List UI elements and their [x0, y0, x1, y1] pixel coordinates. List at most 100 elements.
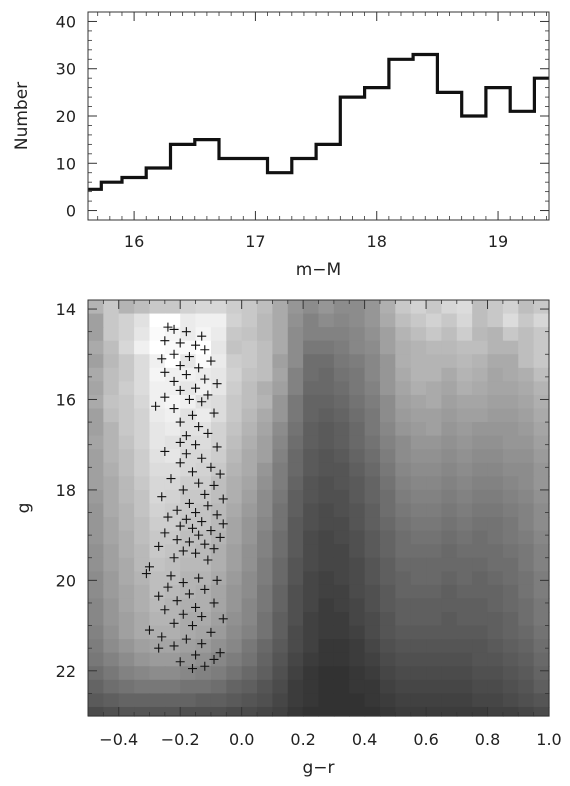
density-cell	[149, 584, 166, 600]
density-cell	[395, 639, 412, 654]
density-cell	[195, 422, 212, 437]
density-cell	[395, 612, 412, 627]
density-cell	[518, 693, 535, 708]
density-cell	[472, 652, 489, 667]
density-cell	[149, 367, 166, 382]
density-cell	[134, 503, 151, 518]
density-cell	[118, 652, 135, 667]
star-marker	[157, 632, 167, 642]
density-cell	[395, 503, 412, 518]
density-cell	[88, 625, 104, 640]
density-cell	[134, 327, 151, 342]
density-cell	[272, 449, 289, 464]
density-cell	[502, 313, 519, 328]
density-cell	[502, 300, 519, 315]
hist-x-tick-label: 16	[124, 232, 144, 251]
density-cell	[410, 422, 427, 437]
density-cell	[533, 489, 550, 505]
density-cell	[318, 625, 335, 640]
star-marker	[160, 605, 170, 615]
density-cell	[195, 706, 212, 717]
density-cell	[364, 422, 381, 437]
density-cell	[379, 598, 396, 613]
histogram-frame	[87, 11, 550, 221]
density-cell	[472, 340, 489, 355]
density-cell	[180, 679, 197, 694]
density-cell	[195, 612, 212, 627]
hist-x-tick-label: 19	[488, 232, 508, 251]
density-cell	[318, 367, 335, 382]
density-cell	[472, 530, 489, 545]
density-cell	[118, 462, 135, 477]
star-marker	[209, 480, 219, 490]
density-cell	[226, 354, 243, 369]
density-cell	[379, 327, 396, 342]
density-cell	[241, 544, 258, 559]
density-cell	[210, 354, 227, 369]
density-cell	[287, 544, 304, 559]
star-marker	[191, 508, 201, 518]
density-cell	[410, 584, 427, 600]
density-cell	[533, 449, 550, 464]
density-cell	[257, 300, 273, 315]
density-cell	[226, 300, 243, 315]
density-cell	[533, 462, 550, 477]
density-cell	[395, 652, 412, 667]
density-cell	[318, 503, 335, 518]
density-cell	[395, 666, 412, 681]
star-marker	[215, 648, 225, 658]
density-cell	[364, 571, 381, 586]
density-cell	[426, 462, 443, 477]
density-cell	[164, 571, 181, 586]
density-cell	[149, 706, 166, 717]
density-cell	[502, 394, 519, 410]
density-cell	[241, 367, 258, 382]
density-cell	[441, 462, 458, 477]
density-cell	[103, 503, 120, 518]
density-cell	[426, 571, 443, 586]
density-cell	[287, 598, 304, 613]
density-cell	[164, 462, 181, 477]
density-cell	[287, 706, 304, 717]
star-marker	[169, 641, 179, 651]
density-cell	[103, 367, 120, 382]
density-cell	[164, 679, 181, 694]
density-cell	[333, 584, 350, 600]
density-cell	[210, 367, 227, 382]
density-cell	[303, 557, 320, 572]
density-cell	[395, 625, 412, 640]
density-cell	[364, 340, 381, 355]
density-cell	[379, 394, 396, 410]
density-cell	[502, 476, 519, 491]
density-cell	[487, 666, 504, 681]
density-cell	[88, 693, 104, 708]
density-cell	[349, 584, 366, 600]
density-cell	[349, 300, 366, 315]
cmd-x-tick-label: −0.4	[99, 730, 138, 749]
density-cell	[88, 706, 104, 717]
density-cell	[272, 530, 289, 545]
density-cell	[472, 517, 489, 532]
density-cell	[518, 652, 535, 667]
density-cell	[441, 693, 458, 708]
density-cell	[149, 503, 166, 518]
density-cell	[487, 652, 504, 667]
density-cell	[456, 666, 473, 681]
density-cell	[164, 612, 181, 627]
density-cell	[257, 625, 273, 640]
density-cell	[149, 300, 166, 315]
density-cell	[226, 340, 243, 355]
density-cell	[426, 300, 443, 315]
density-cell	[456, 435, 473, 450]
density-cell	[88, 300, 104, 315]
density-cell	[364, 693, 381, 708]
density-cell	[502, 517, 519, 532]
density-cell	[349, 327, 366, 342]
density-cell	[164, 435, 181, 450]
density-cell	[226, 666, 243, 681]
density-cell	[533, 612, 550, 627]
density-cell	[318, 517, 335, 532]
density-cell	[487, 557, 504, 572]
density-cell	[303, 476, 320, 491]
density-cell	[287, 639, 304, 654]
